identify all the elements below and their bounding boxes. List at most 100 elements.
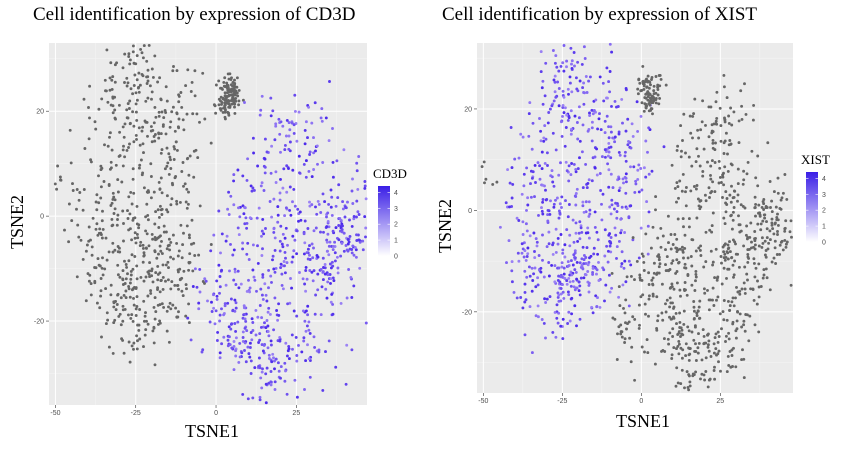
x-tick-label: 25 [292, 410, 300, 417]
data-point [636, 129, 640, 133]
data-point [226, 301, 230, 305]
data-point [241, 174, 245, 178]
data-point [142, 151, 145, 155]
data-point [188, 236, 191, 240]
data-point [541, 102, 545, 106]
data-point [159, 279, 163, 283]
data-point [553, 80, 557, 84]
data-point [768, 288, 772, 292]
data-point [127, 340, 131, 344]
data-point [696, 351, 700, 355]
data-point [153, 222, 157, 226]
data-point [537, 213, 540, 217]
data-point [628, 204, 632, 208]
data-point [184, 283, 188, 287]
point-layer [480, 42, 793, 392]
data-point [294, 335, 298, 339]
data-point [677, 352, 681, 356]
data-point [567, 203, 571, 206]
data-point [190, 242, 193, 246]
data-point [214, 309, 218, 313]
data-point [126, 81, 130, 85]
data-point [523, 282, 527, 286]
data-point [269, 370, 273, 373]
data-point [613, 140, 617, 144]
data-point [482, 160, 486, 164]
data-point [727, 337, 731, 341]
data-point [549, 174, 553, 178]
data-point [95, 222, 99, 226]
data-point [180, 170, 184, 173]
data-point [308, 269, 312, 272]
data-point [116, 273, 120, 277]
data-point [559, 324, 563, 328]
data-point [768, 229, 772, 233]
data-point [146, 134, 149, 138]
data-point [312, 246, 315, 250]
data-point [737, 141, 741, 145]
data-point [356, 210, 360, 214]
data-point [139, 47, 143, 51]
data-point [302, 232, 306, 236]
data-point [59, 178, 63, 182]
data-point [252, 188, 256, 192]
data-point [605, 96, 608, 100]
data-point [546, 213, 550, 217]
data-point [658, 96, 662, 100]
data-point [574, 167, 578, 171]
data-point [672, 316, 676, 320]
data-point [246, 345, 250, 349]
data-point [584, 273, 588, 277]
data-point [113, 207, 117, 211]
data-point [135, 347, 139, 351]
data-point [624, 129, 628, 133]
data-point [243, 312, 247, 316]
data-point [288, 208, 292, 212]
data-point [263, 171, 267, 175]
legend-colorbar [806, 172, 818, 242]
data-point [532, 272, 536, 276]
data-point [146, 96, 150, 100]
data-point [713, 190, 717, 194]
data-point [563, 106, 567, 110]
data-point [735, 285, 738, 289]
data-point [676, 344, 680, 348]
data-point [736, 199, 739, 203]
data-point [594, 98, 598, 102]
data-point [608, 70, 612, 73]
data-point [146, 213, 150, 217]
data-point [89, 282, 93, 286]
data-point [228, 269, 231, 273]
data-point [530, 176, 534, 180]
data-point [652, 89, 656, 93]
data-point [260, 229, 264, 233]
data-point [148, 275, 152, 279]
data-point [595, 230, 599, 234]
data-point [139, 240, 143, 244]
data-point [731, 322, 735, 326]
data-point [675, 270, 679, 273]
data-point [125, 265, 129, 269]
data-point [740, 358, 744, 362]
data-point [696, 309, 700, 313]
data-point [112, 321, 116, 325]
data-point [553, 90, 557, 94]
data-point [129, 269, 133, 273]
data-point [510, 280, 514, 284]
data-point [751, 287, 755, 291]
data-point [589, 254, 593, 258]
data-point [342, 148, 346, 152]
data-point [146, 68, 150, 72]
data-point [626, 322, 629, 326]
data-point [279, 224, 283, 228]
data-point [561, 290, 565, 294]
data-point [321, 256, 325, 260]
data-point [521, 306, 525, 310]
data-point [149, 196, 153, 200]
data-point [682, 225, 685, 229]
data-point [711, 141, 715, 145]
data-point [159, 97, 163, 101]
data-point [206, 299, 209, 303]
data-point [306, 227, 310, 230]
data-point [221, 110, 225, 114]
